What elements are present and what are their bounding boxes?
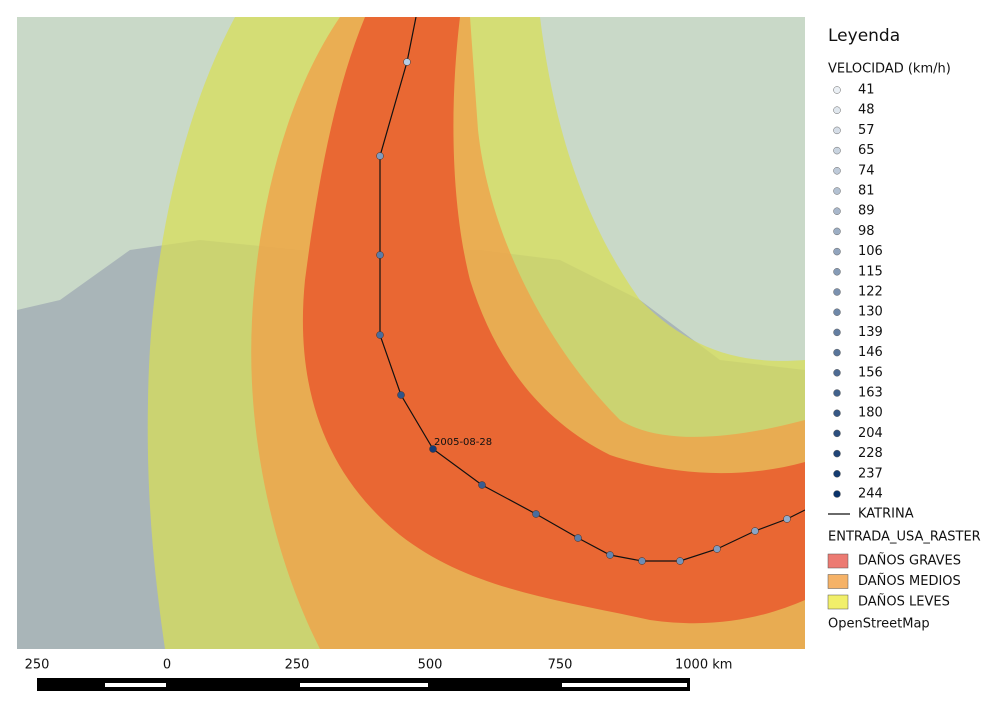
- scale-segment: [105, 683, 166, 687]
- legend-marker: [833, 308, 841, 316]
- legend-section: ENTRADA_USA_RASTER: [828, 530, 981, 545]
- legend-marker: [833, 288, 841, 296]
- legend-label: 89: [858, 204, 875, 219]
- track-point: [606, 551, 614, 559]
- track-point: [376, 152, 384, 160]
- track-point: [376, 331, 384, 339]
- legend-label: DAÑOS GRAVES: [858, 553, 961, 569]
- annotation: 2005-08-28: [434, 437, 492, 448]
- scale-label: 250: [25, 658, 50, 673]
- track-point: [574, 534, 582, 542]
- track-point: [532, 510, 540, 518]
- legend-label: DAÑOS MEDIOS: [858, 573, 961, 589]
- legend-marker: [833, 490, 841, 498]
- legend-swatch: [827, 553, 849, 569]
- track-point: [713, 545, 721, 553]
- legend-label: 57: [858, 123, 875, 138]
- scale-segment: [562, 683, 687, 687]
- legend-marker: [833, 247, 841, 256]
- legend-marker: [833, 369, 841, 377]
- legend-marker: [833, 348, 841, 357]
- track-point: [638, 557, 646, 565]
- legend-label: 146: [858, 345, 883, 360]
- legend-section: VELOCIDAD (km/h): [828, 62, 951, 77]
- legend-marker: [833, 449, 841, 458]
- legend-marker: [833, 207, 841, 215]
- legend-label: 130: [858, 305, 883, 320]
- legend-label: KATRINA: [858, 507, 914, 522]
- map: 2005-08-28: [17, 17, 805, 649]
- scale-label: 500: [418, 658, 443, 673]
- legend-marker: [833, 268, 841, 276]
- legend: Leyenda VELOCIDAD (km/h) 41 48 57 65 74 81 89 9…: [827, 26, 981, 632]
- legend-label: 106: [858, 244, 883, 259]
- legend-label: 163: [858, 386, 883, 401]
- legend-marker: [833, 167, 841, 175]
- legend-marker: [833, 126, 841, 135]
- scale-label: 250: [285, 658, 310, 673]
- legend-label: 81: [858, 184, 875, 199]
- legend-marker: [833, 328, 841, 337]
- severe-damage: [302, 17, 805, 624]
- track-point: [478, 481, 486, 489]
- legend-label: 48: [858, 103, 875, 118]
- legend-label: 41: [858, 83, 875, 98]
- legend-label: 65: [858, 143, 875, 158]
- legend-swatch: [827, 594, 849, 610]
- scale-bar: 250 0 250 500 750 1000 km: [25, 658, 732, 691]
- legend-marker: [833, 146, 841, 155]
- track-point: [751, 527, 759, 535]
- track-point: [429, 445, 437, 453]
- legend-label: OpenStreetMap: [828, 617, 930, 632]
- legend-marker: [833, 86, 841, 94]
- legend-marker: [833, 409, 841, 417]
- legend-marker: [833, 227, 841, 236]
- track-point: [376, 251, 384, 259]
- track-point: [783, 515, 791, 523]
- legend-marker: [833, 429, 841, 438]
- legend-label: 244: [858, 487, 883, 502]
- scale-label: 0: [163, 658, 171, 673]
- legend-label: 115: [858, 264, 883, 279]
- legend-label: DAÑOS LEVES: [858, 594, 950, 610]
- legend-label: 98: [858, 224, 875, 239]
- legend-label: 74: [858, 163, 875, 178]
- scale-label: 750: [548, 658, 573, 673]
- legend-label: 237: [858, 466, 883, 481]
- legend-label: 180: [858, 406, 883, 421]
- scale-segment: [300, 683, 428, 687]
- legend-marker: [833, 187, 841, 195]
- track-point: [397, 391, 405, 399]
- legend-marker: [833, 106, 841, 114]
- legend-label: 156: [858, 365, 883, 380]
- track-points: [376, 58, 791, 565]
- legend-marker: [833, 470, 841, 478]
- legend-label: 204: [858, 426, 883, 441]
- legend-title: Leyenda: [828, 26, 900, 46]
- track-point: [403, 58, 411, 66]
- legend-label: 122: [858, 285, 883, 300]
- track-point: [676, 557, 684, 565]
- legend-swatch: [827, 574, 849, 589]
- legend-label: 228: [858, 446, 883, 461]
- legend-marker: [833, 389, 841, 397]
- legend-label: 139: [858, 325, 883, 340]
- scale-label: 1000 km: [675, 658, 732, 673]
